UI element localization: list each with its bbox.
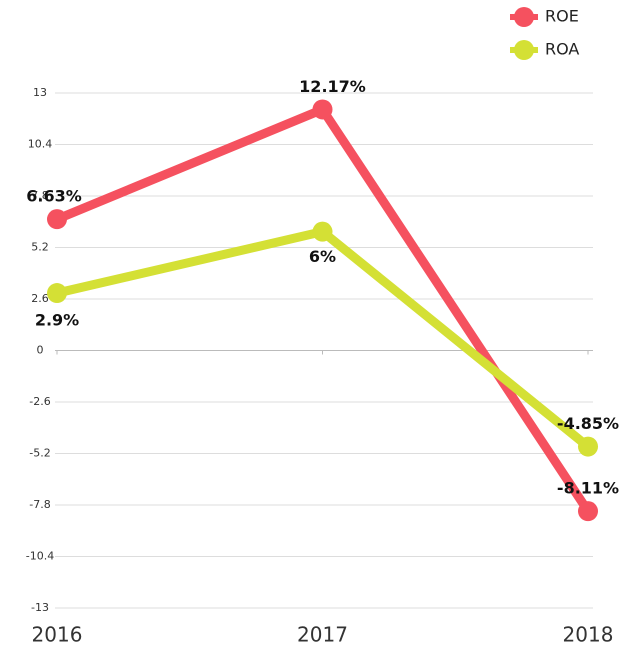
legend-label: ROA <box>545 40 579 59</box>
legend-label: ROE <box>545 7 579 26</box>
y-tick-label: -7.8 <box>29 498 50 511</box>
y-tick-label: 2.6 <box>31 292 49 305</box>
value-label: 12.17% <box>299 77 366 96</box>
y-tick-label: 13 <box>33 86 47 99</box>
point <box>312 221 333 242</box>
legend-marker <box>514 7 534 27</box>
y-tick-label: 5.2 <box>31 241 49 254</box>
value-label: 6.63% <box>26 187 82 206</box>
y-tick-label: -2.6 <box>29 395 50 408</box>
point <box>312 99 333 120</box>
point <box>47 283 67 304</box>
y-tick-label: 10.4 <box>28 138 53 151</box>
y-tick-label: -5.2 <box>29 447 50 460</box>
value-label: 2.9% <box>35 311 79 330</box>
y-tick-label: -10.4 <box>26 550 54 563</box>
value-label: 6% <box>309 247 336 266</box>
point <box>578 501 598 522</box>
y-tick-label: -13 <box>31 601 49 614</box>
value-label: -8.11% <box>557 479 619 498</box>
y-tick-label: 0 <box>37 344 44 357</box>
x-tick-label: 2018 <box>563 623 614 647</box>
series-line <box>55 104 592 514</box>
value-label: -4.85% <box>557 414 619 433</box>
legend-marker <box>514 40 534 60</box>
x-tick-label: 2017 <box>297 623 348 647</box>
y-tick-label: 7.8 <box>31 189 49 202</box>
point <box>47 209 67 230</box>
point <box>578 436 598 457</box>
x-tick-label: 2016 <box>32 623 83 647</box>
